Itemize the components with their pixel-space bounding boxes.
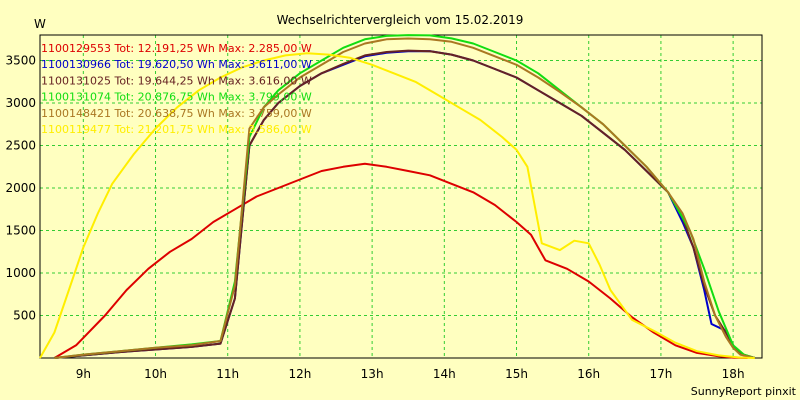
series-line-6 xyxy=(39,52,755,359)
x-tick-label: 9h xyxy=(76,367,91,381)
x-axis: 9h 10h 11h 12h 13h 14h 15h 16h 17h 18h xyxy=(76,367,745,381)
y-tick-label: 500 xyxy=(13,309,36,323)
legend-entry-3: 1100131025 Tot: 19.644,25 Wh Max: 3.616,… xyxy=(41,74,312,87)
x-tick-label: 15h xyxy=(505,367,528,381)
grid xyxy=(40,35,762,358)
y-tick-label: 2000 xyxy=(5,181,36,195)
y-tick-label: 3500 xyxy=(5,54,36,68)
y-axis: 500 1000 1500 2000 2500 3000 3500 xyxy=(5,54,36,323)
legend-entry-2: 1100130966 Tot: 19.620,50 Wh Max: 3.611,… xyxy=(41,58,312,71)
series-line-5 xyxy=(54,37,756,359)
legend-entry-6: 1100119477 Tot: 21.201,75 Wh Max: 3.586,… xyxy=(41,123,312,136)
x-tick-label: 12h xyxy=(288,367,311,381)
y-tick-label: 1500 xyxy=(5,224,36,238)
series-lines xyxy=(39,34,756,359)
legend-entry-5: 1100148421 Tot: 20.638,75 Wh Max: 3.759,… xyxy=(41,107,312,120)
series-line-3 xyxy=(54,49,756,359)
series-line-1 xyxy=(53,162,748,359)
legend: 1100129553 Tot: 12.191,25 Wh Max: 2.285,… xyxy=(41,42,312,136)
x-tick-label: 13h xyxy=(361,367,384,381)
y-tick-label: 2500 xyxy=(5,139,36,153)
x-tick-label: 10h xyxy=(144,367,167,381)
chart-title: Wechselrichtervergleich vom 15.02.2019 xyxy=(277,13,524,27)
x-tick-label: 14h xyxy=(433,367,456,381)
x-tick-label: 16h xyxy=(577,367,600,381)
y-tick-label: 1000 xyxy=(5,266,36,280)
y-tick-label: 3000 xyxy=(5,96,36,110)
legend-entry-4: 1100131074 Tot: 20.876,75 Wh Max: 3.799,… xyxy=(41,91,312,104)
legend-entry-1: 1100129553 Tot: 12.191,25 Wh Max: 2.285,… xyxy=(41,42,312,55)
x-tick-label: 17h xyxy=(649,367,672,381)
x-tick-label: 11h xyxy=(216,367,239,381)
y-axis-label: W xyxy=(34,17,46,31)
footer-credit: SunnyReport pinxit xyxy=(691,385,797,398)
x-tick-label: 18h xyxy=(722,367,745,381)
